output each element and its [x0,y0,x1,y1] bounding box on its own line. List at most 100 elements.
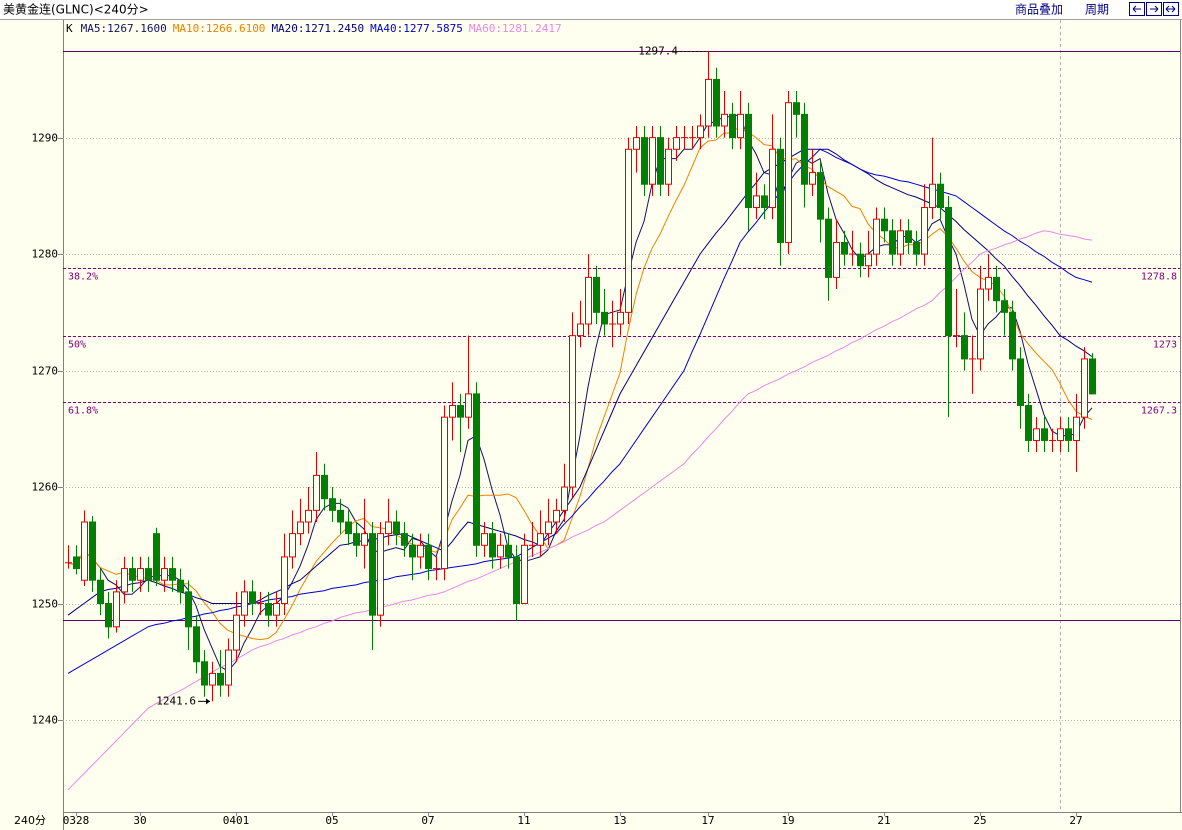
y-tick-label: 1290 [32,132,59,145]
y-tick-label: 1260 [32,481,59,494]
candle-body [601,311,608,325]
fib-value: 1273 [1153,340,1177,351]
candle-body [545,521,552,535]
high-label: 1297.4 [638,44,678,57]
y-tick-label: 1240 [32,714,59,727]
candle-body [137,568,144,581]
candle-body [281,556,288,605]
candle-body [865,253,872,267]
candle-body [329,498,336,511]
candle-body [233,614,240,651]
candle-body [649,137,656,185]
x-tick-label: 0401 [223,814,250,827]
candle-body [897,230,904,255]
legend-entry: MA20:1271.2450 [271,22,364,35]
period-label: 240分 [14,814,46,827]
candle-body [657,137,664,185]
low-label: 1241.6 [156,694,196,707]
candle-body [793,102,800,115]
plot: 1240 1250 1260 1270 1280 1290 0328 30 0401 05 07 11… [32,22,1180,827]
x-tick-label: 0328 [63,814,90,827]
chart-title: 美黄金连(GLNC)<240分> [3,2,149,17]
candle-body [617,311,624,325]
candle-body [217,672,224,686]
fib-label: 38.2% [68,272,98,283]
candle-body [1073,416,1080,441]
candle-body [385,521,392,535]
candle-body [449,405,456,418]
x-tick-label: 11 [517,814,530,827]
candle-body [1033,428,1040,441]
candle-body [377,533,384,616]
legend-entry: MA5:1267.1600 [81,22,167,35]
candle-body [1057,428,1064,441]
candle-body [425,544,432,570]
candle-body [129,568,136,581]
candle-body [1089,358,1096,395]
x-tick-label: 27 [1069,814,1082,827]
candle-body [537,533,544,546]
fib-label: 61.8% [68,406,98,417]
candle-body [201,661,208,686]
candle-body [1025,405,1032,441]
candle-body [705,78,712,127]
x-tick-label: 21 [877,814,890,827]
y-tick-label: 1250 [32,598,59,611]
candle-body [145,568,152,581]
candle-body [297,521,304,535]
candle-body [513,556,520,605]
candle-body [177,579,184,593]
candle-body [153,533,160,581]
candle-body [481,533,488,546]
candle-body [345,521,352,535]
fib-value: 1267.3 [1141,406,1177,417]
candle-body [729,113,736,139]
candle-body [993,276,1000,302]
candle-body [721,113,728,127]
candle-body [73,556,80,570]
candle-body [561,486,568,511]
candle-body [265,603,272,616]
candle-body [465,393,472,418]
y-tick-label: 1270 [32,365,59,378]
candle-body [713,78,720,127]
candle-body [945,207,952,337]
fib-label: 50% [68,340,86,351]
legend-entry: MA60:1281.2417 [469,22,562,35]
candle-body [473,393,480,546]
candle-body [785,102,792,243]
candle-body [809,172,816,185]
candle-body [441,416,448,570]
candle-body [505,544,512,558]
candle-body [1081,358,1088,418]
legend-entry: MA40:1277.5875 [370,22,463,35]
candle-body [905,230,912,243]
candle-body [497,544,504,558]
candle-body [665,148,672,185]
nav-icons [1129,2,1179,16]
candle-body [353,533,360,546]
candle-body [193,626,200,663]
candle-body [961,335,968,360]
candle-body [745,113,752,209]
overlay-button[interactable]: 商品叠加 [1015,2,1063,17]
candle-body [361,533,368,546]
candle-body [321,474,328,500]
candle-body [1017,358,1024,407]
candle-body [921,207,928,255]
candle-body [977,288,984,360]
low-arrow [206,698,210,705]
nav-arrows [1132,5,1176,13]
candle-body [769,148,776,209]
candle-body [817,172,824,220]
candle-body [521,544,528,605]
ma-line [67,148,1093,674]
candle-body [401,533,408,546]
candle-body [753,195,760,209]
candle-body [1001,300,1008,313]
x-tick-label: 19 [781,814,794,827]
period-button[interactable]: 周期 [1085,3,1109,17]
x-tick-label: 17 [701,814,714,827]
candle-body [697,125,704,139]
